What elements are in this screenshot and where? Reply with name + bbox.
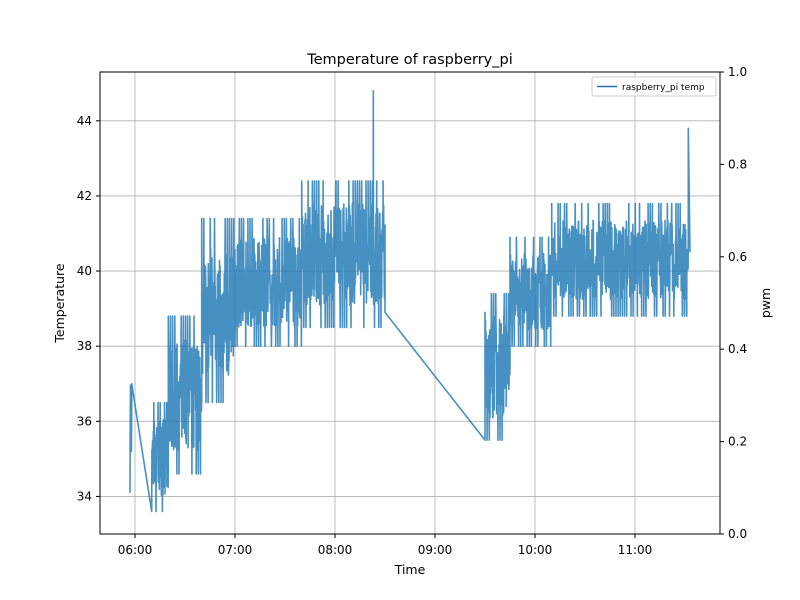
series-line-raspberry-pi-temp — [129, 90, 691, 513]
y2-tick-label: 0.6 — [728, 250, 747, 264]
x-tick-label: 07:00 — [218, 543, 253, 557]
legend-box — [591, 76, 717, 97]
x-tick-label: 10:00 — [518, 543, 553, 557]
y-tick-label: 36 — [77, 414, 92, 428]
legend: raspberry_pi temp — [591, 76, 717, 97]
y-tick-label: 38 — [77, 339, 92, 353]
chart-title: Temperature of raspberry_pi — [306, 52, 513, 68]
x-axis-label: Time — [394, 562, 426, 577]
x-tick-label: 11:00 — [618, 543, 653, 557]
tick-layer: 06:00 07:00 08:00 09:00 10:00 11:00 34 36 38 40 42… — [77, 65, 747, 557]
y2-tick-label: 0.0 — [728, 527, 747, 541]
y-tick-label: 40 — [77, 264, 92, 278]
y-axis-label: Temperature — [52, 263, 67, 343]
legend-label: raspberry_pi temp — [622, 83, 705, 93]
x-tick-label: 08:00 — [318, 543, 353, 557]
y2-tick-label: 0.4 — [728, 342, 747, 356]
x-tick-label: 06:00 — [118, 543, 153, 557]
x-tick-label: 09:00 — [418, 543, 453, 557]
series-layer — [129, 90, 691, 513]
y2-tick-label: 0.2 — [728, 435, 747, 449]
y2-tick-label: 0.8 — [728, 157, 747, 171]
y-tick-label: 42 — [77, 189, 92, 203]
y-tick-label: 34 — [77, 489, 92, 503]
y-tick-label: 44 — [77, 114, 92, 128]
plot-frame — [99, 71, 721, 535]
y2-axis-label: pwm — [758, 288, 773, 318]
y2-tick-label: 1.0 — [728, 65, 747, 79]
